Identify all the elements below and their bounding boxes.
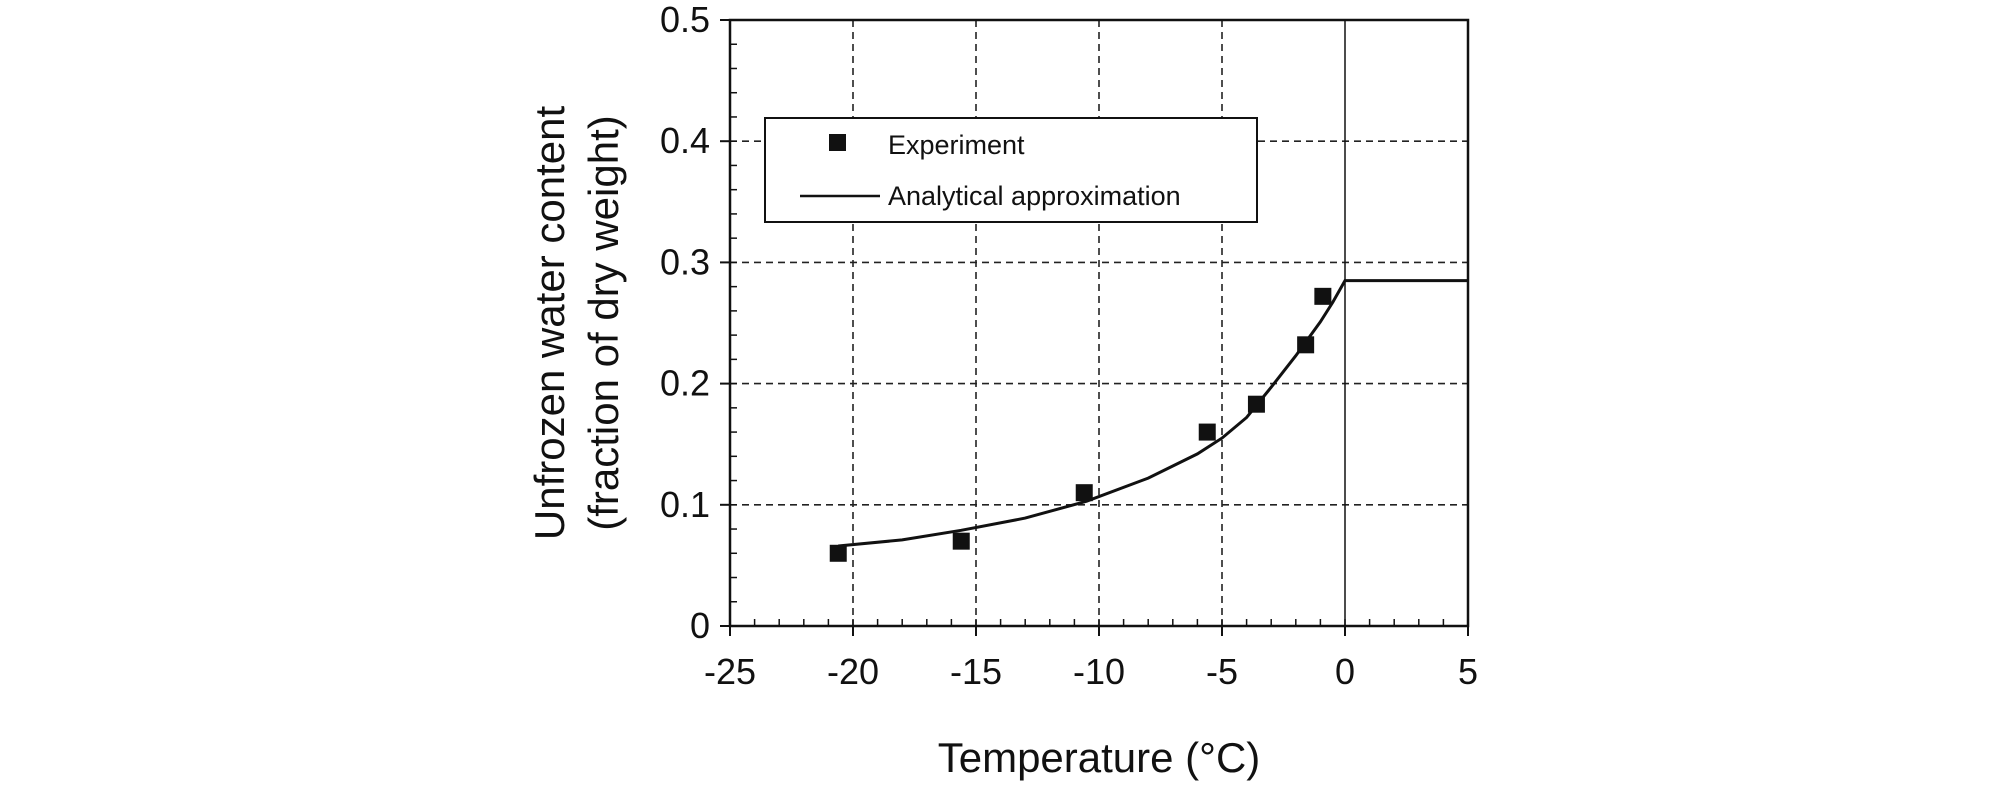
x-tick-label: 0 <box>1335 651 1355 692</box>
data-point-experiment <box>1075 484 1093 502</box>
y-tick-label: 0.3 <box>660 241 710 282</box>
data-point-experiment <box>952 532 970 550</box>
x-tick-label: -5 <box>1206 651 1238 692</box>
legend-box <box>764 117 1258 223</box>
series-line-analytical <box>838 279 1468 548</box>
y-tick-label: 0.2 <box>660 363 710 404</box>
data-point-experiment <box>829 544 847 562</box>
y-tick-label: 0.1 <box>660 484 710 525</box>
x-tick-label: -15 <box>950 651 1002 692</box>
y-axis-title-line-2: (fraction of dry weight) <box>580 115 627 531</box>
minor-ticks <box>729 19 1469 627</box>
data-point-experiment <box>1297 336 1315 354</box>
legend-marker-experiment <box>829 134 846 151</box>
data-point-experiment <box>1247 395 1265 413</box>
data-point-experiment <box>1198 423 1216 441</box>
y-tick-label: 0.5 <box>660 0 710 40</box>
legend-label-experiment: Experiment <box>888 130 1025 160</box>
x-axis-title: Temperature (°C) <box>938 734 1261 781</box>
y-tick-label: 0.4 <box>660 120 710 161</box>
y-axis-title-line-1: Unfrozen water content <box>526 106 573 541</box>
x-tick-label: 5 <box>1458 651 1478 692</box>
data-point-experiment <box>1314 287 1332 305</box>
axis-ticks: -25 -20 -15 -10 -5 0 5 0 0.1 0.2 0.3 0.4 0.5 <box>660 0 1478 692</box>
x-tick-label: -10 <box>1073 651 1125 692</box>
y-tick-label: 0 <box>690 605 710 646</box>
legend-label-analytical: Analytical approximation <box>888 181 1181 211</box>
y-axis-title: Unfrozen water content (fraction of dry … <box>526 106 627 541</box>
x-tick-label: -20 <box>827 651 879 692</box>
grid <box>730 20 1468 626</box>
legend: Experiment Analytical approximation <box>764 117 1258 223</box>
x-tick-label: -25 <box>704 651 756 692</box>
series-layer <box>829 279 1468 562</box>
